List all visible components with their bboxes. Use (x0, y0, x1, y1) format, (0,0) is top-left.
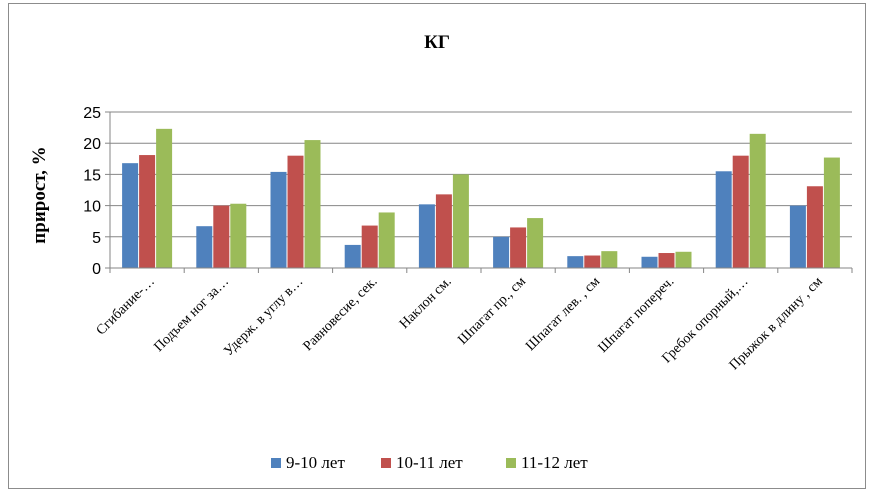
legend-swatch (506, 458, 516, 468)
category-label: Шпагат попереч. (596, 274, 678, 356)
y-tick-label: 10 (83, 199, 101, 216)
category-label: Шпагат пр., см (455, 274, 529, 348)
bar-2-7 (584, 255, 601, 268)
legend-swatch (271, 458, 281, 468)
bars (122, 128, 840, 268)
bar-2-3 (287, 155, 304, 268)
bar-1-5 (418, 204, 435, 268)
bar-1-1 (122, 163, 139, 268)
bar-3-9 (749, 133, 766, 268)
category-label: Наклон см. (397, 274, 455, 332)
legend-label: 10-11 лет (396, 453, 463, 472)
bar-2-5 (435, 194, 452, 268)
y-tick-label: 5 (92, 230, 101, 247)
chart-title: КГ (424, 32, 450, 53)
category-labels: Сгибание-…Подъем ног за…Удерж. в углу в…… (94, 274, 826, 373)
legend-label: 11-12 лет (521, 453, 588, 472)
legend-item: 9-10 лет (271, 453, 345, 472)
legend-item: 11-12 лет (506, 453, 588, 472)
axes (109, 112, 853, 273)
legend-label: 9-10 лет (286, 453, 345, 472)
bar-1-6 (493, 236, 510, 268)
y-tick-label: 20 (83, 136, 101, 153)
category-label: Сгибание-… (94, 274, 158, 338)
bar-1-2 (196, 226, 213, 268)
y-axis-label: прирост, % (29, 146, 50, 243)
legend-swatch (381, 458, 391, 468)
category-label: Подъем ног за… (151, 274, 232, 355)
bar-1-7 (567, 256, 584, 268)
bar-chart: КГ прирост, % 0 5 10 15 20 25 Сгибание-…Подъе… (29, 32, 853, 472)
bar-2-9 (732, 155, 749, 268)
category-label: Шпагат лев. , см (523, 274, 603, 354)
bar-1-3 (270, 171, 287, 268)
bar-3-10 (823, 157, 840, 268)
bar-1-9 (715, 171, 732, 268)
y-tick-label: 0 (92, 261, 101, 278)
y-tick-label: 25 (83, 105, 101, 122)
bar-3-2 (230, 203, 247, 268)
chart-frame: КГ прирост, % 0 5 10 15 20 25 Сгибание-… Подъе… (8, 3, 866, 489)
bar-3-6 (527, 218, 544, 268)
bar-3-7 (601, 251, 618, 268)
bar-2-8 (658, 253, 675, 268)
bar-1-4 (344, 244, 361, 268)
bar-3-3 (304, 140, 321, 268)
bar-2-1 (139, 155, 156, 268)
category-label: Равновесие, сек. (301, 274, 381, 354)
bar-1-10 (789, 205, 806, 268)
bar-3-8 (675, 251, 692, 268)
bar-2-10 (806, 186, 823, 268)
bar-2-2 (213, 205, 230, 268)
bar-3-1 (156, 128, 173, 268)
legend-item: 10-11 лет (381, 453, 463, 472)
bar-3-5 (452, 174, 469, 268)
bar-2-6 (510, 227, 527, 268)
y-tick-labels: 0 5 10 15 20 25 (83, 105, 110, 278)
bar-2-4 (361, 225, 378, 268)
bar-3-4 (378, 212, 395, 268)
y-tick-label: 15 (83, 167, 101, 184)
bar-1-8 (641, 256, 658, 268)
category-label: Удерж. в углу в… (221, 274, 306, 359)
legend: 9-10 лет 10-11 лет 11-12 лет (271, 453, 588, 472)
